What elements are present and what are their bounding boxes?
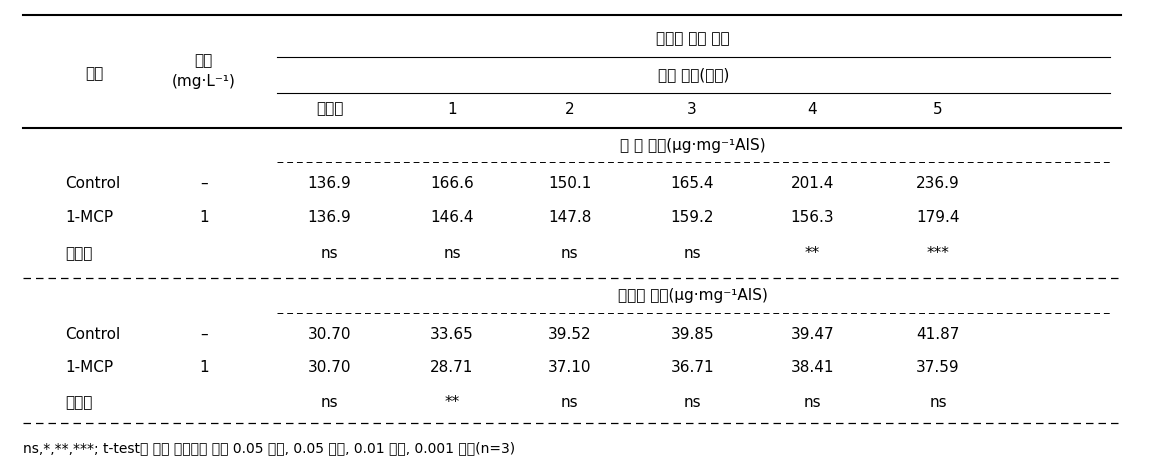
Text: 39.47: 39.47	[790, 327, 834, 342]
Text: 1: 1	[200, 210, 209, 225]
Text: 39.52: 39.52	[548, 327, 592, 342]
Text: 39.85: 39.85	[670, 327, 714, 342]
Text: 146.4: 146.4	[431, 210, 474, 225]
Text: 150.1: 150.1	[548, 176, 592, 191]
Text: 37.10: 37.10	[548, 360, 592, 375]
Text: ***: ***	[927, 246, 950, 261]
Text: ns: ns	[684, 246, 701, 261]
Text: ns: ns	[443, 246, 461, 261]
Text: 총 당 함량(μg·mg⁻¹AIS): 총 당 함량(μg·mg⁻¹AIS)	[621, 138, 766, 153]
Text: 147.8: 147.8	[548, 210, 592, 225]
Text: 유의성: 유의성	[65, 246, 93, 261]
Text: 5: 5	[934, 102, 943, 117]
Text: 36.71: 36.71	[670, 360, 714, 375]
Text: 1: 1	[447, 102, 456, 117]
Text: 159.2: 159.2	[670, 210, 714, 225]
Text: ns: ns	[561, 246, 579, 261]
Text: 136.9: 136.9	[308, 210, 351, 225]
Text: 1: 1	[200, 360, 209, 375]
Text: 201.4: 201.4	[790, 176, 834, 191]
Text: 3: 3	[687, 102, 697, 117]
Text: ns: ns	[561, 395, 579, 410]
Text: 2: 2	[565, 102, 574, 117]
Text: ns: ns	[684, 395, 701, 410]
Text: 156.3: 156.3	[790, 210, 834, 225]
Text: 세포벽 물질 함량: 세포벽 물질 함량	[657, 31, 731, 46]
Text: 유의성: 유의성	[65, 395, 93, 410]
Text: –: –	[200, 176, 208, 191]
Text: ns: ns	[929, 395, 946, 410]
Text: 1-MCP: 1-MCP	[65, 210, 113, 225]
Text: 1-MCP: 1-MCP	[65, 360, 113, 375]
Text: 236.9: 236.9	[916, 176, 960, 191]
Text: 179.4: 179.4	[916, 210, 959, 225]
Text: 농도: 농도	[195, 53, 212, 68]
Text: Control: Control	[65, 176, 120, 191]
Text: 165.4: 165.4	[670, 176, 714, 191]
Text: ns: ns	[321, 246, 338, 261]
Text: 30.70: 30.70	[308, 327, 351, 342]
Text: ns: ns	[321, 395, 338, 410]
Text: 28.71: 28.71	[431, 360, 474, 375]
Text: –: –	[200, 327, 208, 342]
Text: 136.9: 136.9	[308, 176, 351, 191]
Text: 30.70: 30.70	[308, 360, 351, 375]
Text: 41.87: 41.87	[916, 327, 959, 342]
Text: **: **	[804, 246, 820, 261]
Text: ns,*,**,***; t-test에 의한 유의확률 각각 0.05 이상, 0.05 미만, 0.01 미만, 0.001 미만(n=3): ns,*,**,***; t-test에 의한 유의확률 각각 0.05 이상,…	[23, 441, 516, 455]
Text: 38.41: 38.41	[790, 360, 834, 375]
Text: 4: 4	[808, 102, 817, 117]
Text: 37.59: 37.59	[916, 360, 959, 375]
Text: 166.6: 166.6	[431, 176, 474, 191]
Text: 처리: 처리	[85, 66, 103, 81]
Text: Control: Control	[65, 327, 120, 342]
Text: (mg·L⁻¹): (mg·L⁻¹)	[172, 74, 236, 89]
Text: **: **	[445, 395, 460, 410]
Text: 저장 기간(개월): 저장 기간(개월)	[657, 67, 729, 82]
Text: 우론산 함량(μg·mg⁻¹AIS): 우론산 함량(μg·mg⁻¹AIS)	[619, 288, 768, 303]
Text: 수확시: 수확시	[316, 102, 343, 117]
Text: ns: ns	[803, 395, 822, 410]
Text: 33.65: 33.65	[431, 327, 474, 342]
